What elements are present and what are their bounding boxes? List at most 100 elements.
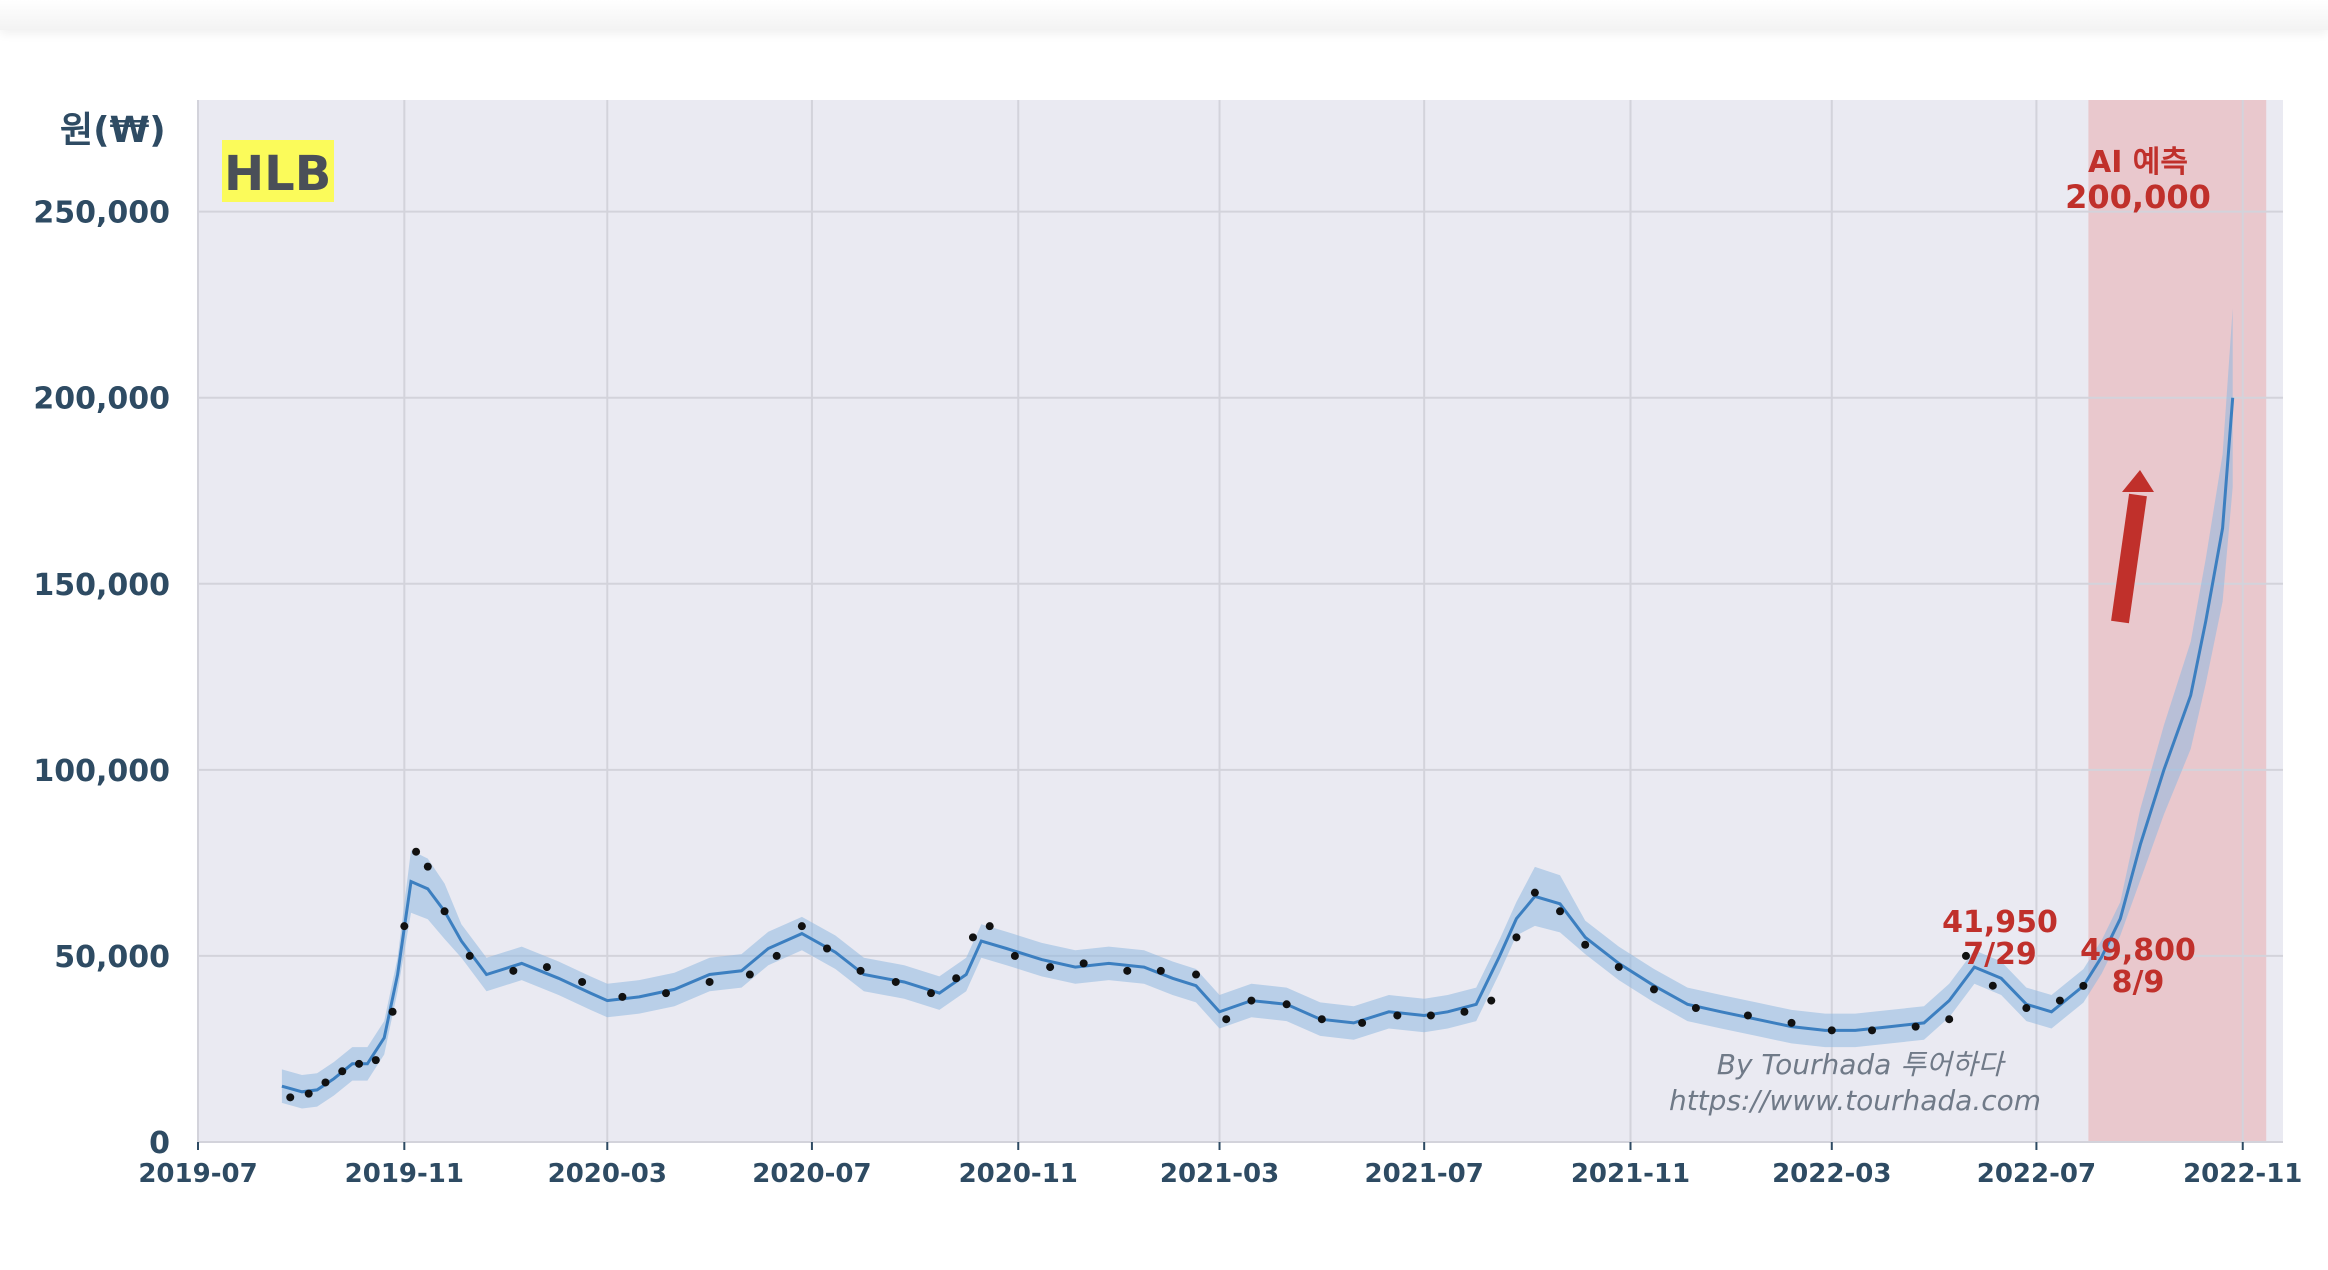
actual-price-point xyxy=(1581,940,1590,949)
actual-price-point xyxy=(440,907,449,916)
actual-price-point xyxy=(465,951,474,960)
x-tick-label: 2021-11 xyxy=(1571,1159,1690,1189)
actual-price-point xyxy=(355,1059,364,1068)
actual-price-point xyxy=(1945,1015,1954,1024)
y-tick-labels: 0 50,000 100,000 150,000 200,000 250,000 xyxy=(33,196,170,1161)
watermark-url: https://www.tourhada.com xyxy=(1669,1084,2041,1117)
y-tick-label: 100,000 xyxy=(33,754,170,789)
actual-price-point xyxy=(1222,1015,1231,1024)
arrow-shaft xyxy=(2111,493,2147,624)
actual-price-point xyxy=(1282,1000,1291,1009)
chart-title: HLB xyxy=(224,146,331,202)
series-lines xyxy=(281,397,2235,1094)
annotation-ai-forecast-value: 200,000 xyxy=(2065,178,2211,216)
actual-price-point xyxy=(388,1007,397,1016)
actual-price-point xyxy=(286,1093,295,1102)
actual-price-point xyxy=(371,1056,380,1065)
actual-price-point xyxy=(745,970,754,979)
actual-price-points xyxy=(286,847,2088,1102)
annotation-date-aug9: 8/9 xyxy=(2112,965,2165,1000)
actual-price-point xyxy=(705,977,714,986)
title-highlight xyxy=(222,140,334,202)
actual-price-point xyxy=(542,963,551,972)
actual-price-point xyxy=(1247,996,1256,1005)
y-tick-label: 200,000 xyxy=(33,382,170,417)
actual-price-point xyxy=(509,966,518,975)
y-tick-label: 50,000 xyxy=(54,940,170,975)
annotation-price-aug9: 49,800 xyxy=(2080,933,2196,968)
x-tick-label: 2021-07 xyxy=(1365,1159,1484,1189)
actual-price-point xyxy=(1988,981,1997,990)
actual-price-point xyxy=(412,847,421,856)
actual-price-point xyxy=(891,977,900,986)
actual-price-point xyxy=(1358,1018,1367,1027)
actual-price-point xyxy=(1317,1015,1326,1024)
actual-price-point xyxy=(1911,1022,1920,1031)
actual-price-point xyxy=(856,966,865,975)
forecast-line xyxy=(281,397,2235,1094)
x-tick-label: 2019-11 xyxy=(345,1159,464,1189)
actual-price-point xyxy=(1827,1026,1836,1035)
actual-price-point xyxy=(1156,966,1165,975)
annotation-ai-forecast-label: AI 예측 xyxy=(2088,145,2188,180)
actual-price-point xyxy=(927,989,936,998)
actual-price-point xyxy=(661,989,670,998)
actual-price-point xyxy=(1460,1007,1469,1016)
annotation-date-jul29: 7/29 xyxy=(1963,937,2037,972)
x-tick-label: 2021-03 xyxy=(1160,1159,1279,1189)
actual-price-point xyxy=(797,922,806,931)
actual-price-point xyxy=(1787,1018,1796,1027)
y-axis-label: 원(₩) xyxy=(60,110,166,151)
x-tick-label: 2020-11 xyxy=(959,1159,1078,1189)
grid-lines xyxy=(197,100,2283,1150)
actual-price-point xyxy=(1192,970,1201,979)
actual-price-point xyxy=(985,922,994,931)
actual-price-point xyxy=(2022,1004,2031,1013)
actual-price-point xyxy=(1691,1004,1700,1013)
y-tick-label: 0 xyxy=(149,1126,170,1161)
top-bar xyxy=(0,0,2328,30)
actual-price-point xyxy=(1010,951,1019,960)
actual-price-point xyxy=(321,1078,330,1087)
actual-price-point xyxy=(1079,959,1088,968)
x-tick-label: 2019-07 xyxy=(138,1159,257,1189)
actual-price-point xyxy=(772,951,781,960)
y-tick-label: 250,000 xyxy=(33,196,170,231)
actual-price-point xyxy=(400,922,409,931)
watermark-author: By Tourhada 투어하다 xyxy=(1717,1048,2007,1081)
x-tick-label: 2022-07 xyxy=(1977,1159,2096,1189)
actual-price-point xyxy=(1046,963,1055,972)
annotation-price-jul29: 41,950 xyxy=(1942,905,2058,940)
actual-price-point xyxy=(1649,985,1658,994)
arrow-head xyxy=(2122,470,2154,492)
actual-price-point xyxy=(1961,951,1970,960)
actual-price-point xyxy=(968,933,977,942)
actual-price-point xyxy=(823,944,832,953)
actual-price-point xyxy=(1868,1026,1877,1035)
actual-price-point xyxy=(1123,966,1132,975)
actual-price-point xyxy=(2055,996,2064,1005)
actual-price-point xyxy=(1487,996,1496,1005)
actual-price-point xyxy=(1426,1011,1435,1020)
x-tick-label: 2020-03 xyxy=(548,1159,667,1189)
actual-price-point xyxy=(1743,1011,1752,1020)
actual-price-point xyxy=(423,862,432,871)
x-tick-label: 2020-07 xyxy=(752,1159,871,1189)
actual-price-point xyxy=(618,992,627,1001)
actual-price-point xyxy=(578,977,587,986)
actual-price-point xyxy=(1393,1011,1402,1020)
x-tick-label: 2022-11 xyxy=(2183,1159,2302,1189)
x-tick-label: 2022-03 xyxy=(1772,1159,1891,1189)
y-tick-label: 150,000 xyxy=(33,568,170,603)
actual-price-point xyxy=(1614,963,1623,972)
actual-price-point xyxy=(304,1089,313,1098)
actual-price-point xyxy=(1556,907,1565,916)
actual-price-point xyxy=(1530,888,1539,897)
actual-price-point xyxy=(2079,981,2088,990)
actual-price-point xyxy=(952,974,961,983)
actual-price-point xyxy=(338,1067,347,1076)
x-tick-labels: 2019-07 2019-11 2020-03 2020-07 2020-11 2021-… xyxy=(138,1159,2302,1189)
up-arrow-icon xyxy=(2111,470,2154,624)
actual-price-point xyxy=(1512,933,1521,942)
